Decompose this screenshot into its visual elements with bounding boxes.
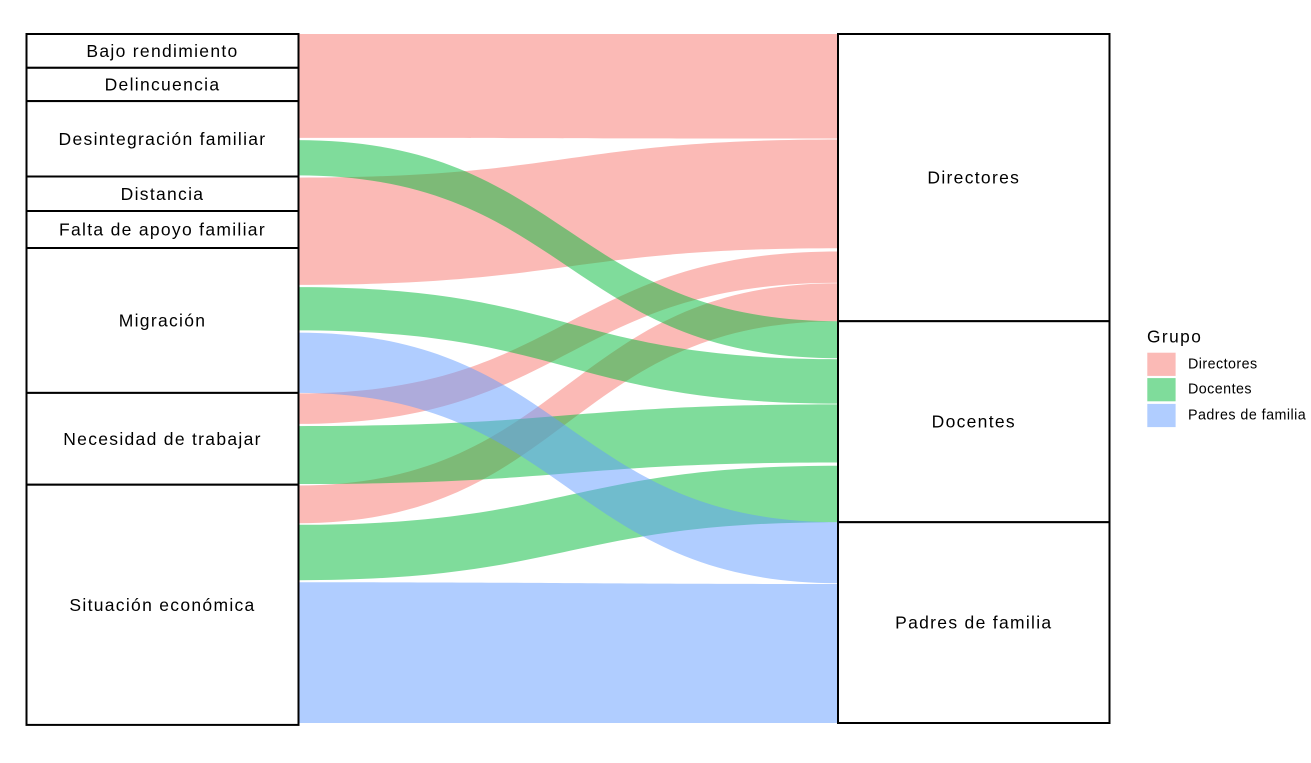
- svg-text:Bajo rendimiento: Bajo rendimiento: [86, 41, 238, 61]
- svg-text:Directores: Directores: [1188, 356, 1258, 372]
- svg-text:Directores: Directores: [927, 168, 1020, 188]
- svg-text:Grupo: Grupo: [1147, 327, 1202, 347]
- svg-text:Situación económica: Situación económica: [69, 595, 255, 615]
- svg-text:Docentes: Docentes: [1188, 382, 1252, 398]
- svg-text:Distancia: Distancia: [121, 184, 205, 204]
- svg-text:Padres de familia: Padres de familia: [895, 613, 1052, 633]
- svg-text:Migración: Migración: [119, 310, 207, 330]
- svg-text:Desintegración familiar: Desintegración familiar: [59, 129, 267, 149]
- svg-text:Padres de familia: Padres de familia: [1188, 408, 1306, 424]
- svg-text:Falta de apoyo familiar: Falta de apoyo familiar: [59, 220, 266, 240]
- svg-text:Delincuencia: Delincuencia: [105, 74, 221, 94]
- svg-text:Docentes: Docentes: [932, 412, 1016, 432]
- svg-text:Necesidad de trabajar: Necesidad de trabajar: [63, 429, 262, 449]
